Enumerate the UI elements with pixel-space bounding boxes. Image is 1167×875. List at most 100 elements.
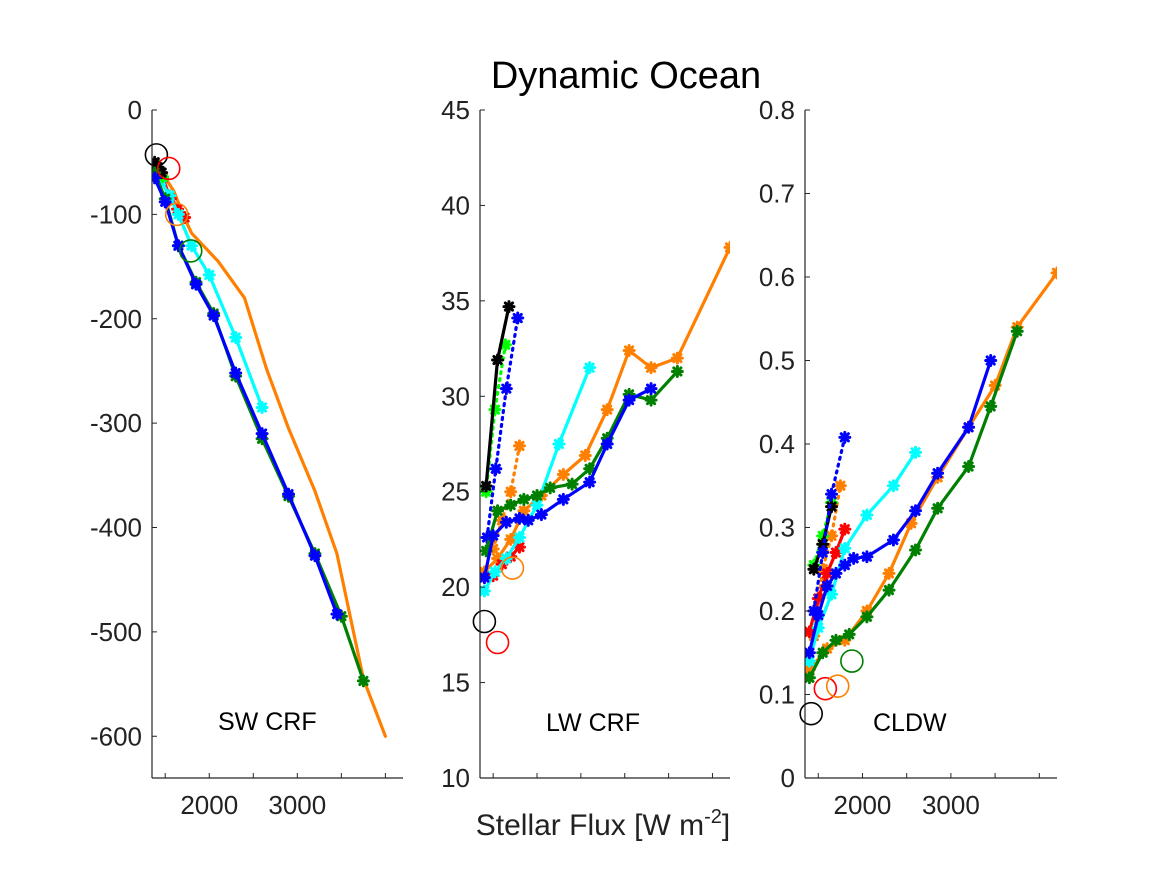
cldw-point-darkgreen-3	[842, 627, 856, 641]
cldw-point-red-2	[820, 566, 834, 580]
lw-point-darkgreen-11	[670, 364, 684, 378]
sw-point-red-4	[178, 211, 192, 225]
lw-y-tick-label-5: 35	[441, 286, 470, 316]
cldw-panel: 0 0.1 0.2 0.3 0.4 0.5 0.6 0.7 0.8 2000 3000 CLDW	[759, 95, 1057, 820]
cldw-series-darkgreen	[807, 329, 1019, 680]
lw-point-blue-5	[534, 508, 548, 522]
lw-point-black-0	[480, 479, 493, 493]
sw-point-blue-1	[158, 195, 172, 209]
lw-point-orange-11	[723, 240, 730, 254]
lw-point-cyan-4	[530, 498, 544, 512]
sw-crf-data	[144, 143, 387, 738]
lw-point-black-1	[491, 353, 505, 367]
lw-point-black-2	[502, 300, 516, 314]
cldw-y-tick-label-6: 0.6	[759, 262, 795, 292]
sw-point-blue-8	[308, 549, 322, 563]
lw-point-orange_dotted-0	[486, 542, 500, 556]
lw-y-tick-label-7: 45	[441, 95, 470, 125]
cldw-point-orange-10	[1050, 266, 1057, 280]
cldw-data	[799, 266, 1057, 726]
sw-circle-marker-0	[144, 143, 169, 167]
sw-point-black-0	[152, 155, 162, 169]
lw-point-darkgreen-7	[583, 462, 597, 476]
x-axis-label: Stellar Flux [W m-2]	[476, 806, 731, 842]
cldw-axes: 0 0.1 0.2 0.3 0.4 0.5 0.6 0.7 0.8 2000 3000	[759, 95, 1057, 820]
sw-point-blue-6	[255, 427, 269, 441]
sw-point-cyan-6	[229, 331, 243, 345]
cldw-series-blue_dotted	[812, 435, 847, 613]
lw-point-blue-4	[521, 513, 535, 527]
lw-y-tick-label-6: 40	[441, 190, 470, 220]
sw-crf-panel: 0 -100 -200 -300 -400 -500 -600 2000 3000 SW CRF	[90, 95, 403, 820]
cldw-point-blue-2	[820, 579, 834, 593]
lw-crf-data	[472, 240, 730, 655]
lw-circle-marker-2	[500, 556, 525, 580]
lw-point-orange-9	[644, 361, 658, 375]
sw-x-tick-label-1: 3000	[268, 790, 326, 820]
x-axis-label-exponent: -2	[704, 806, 722, 828]
lw-point-lime_dotted-2	[498, 338, 512, 352]
sw-y-tick-label-1: -100	[90, 199, 142, 229]
lw-point-darkgreen-6	[565, 477, 579, 491]
sw-point-cyan-7	[255, 400, 269, 414]
sw-y-tick-label-3: -300	[90, 408, 142, 438]
lw-series-blue_dotted	[485, 316, 520, 540]
lw-point-orange-8	[622, 343, 636, 357]
sw-y-tick-label-6: -600	[90, 721, 142, 751]
sw-point-darkgreen-10	[356, 674, 370, 688]
cldw-point-darkgreen-9	[984, 399, 998, 413]
lw-y-tick-label-3: 25	[441, 477, 470, 507]
lw-point-blue-0	[480, 571, 491, 585]
cldw-point-blue_dotted-3	[838, 430, 852, 444]
lw-point-blue-6	[556, 492, 570, 506]
sw-point-cyan-5	[202, 268, 216, 282]
lw-crf-panel-label: LW CRF	[546, 709, 640, 737]
cldw-point-blue-7	[886, 533, 900, 547]
cldw-point-blue-10	[962, 420, 976, 434]
lw-point-darkgreen-1	[491, 504, 505, 518]
cldw-point-blue_dotted-1	[816, 546, 830, 560]
cldw-point-darkgreen-8	[962, 460, 976, 474]
cldw-point-orange-8	[988, 379, 1002, 393]
lw-point-orange-6	[578, 448, 592, 462]
cldw-point-orange_dotted-3	[833, 479, 847, 493]
cldw-point-darkgreen-1	[816, 646, 830, 660]
sw-point-cyan-3	[171, 207, 185, 221]
cldw-point-blue-9	[931, 466, 945, 480]
lw-y-tick-label-1: 15	[441, 668, 470, 698]
lw-point-blue_dotted-3	[511, 311, 525, 325]
sw-point-black-2	[155, 166, 169, 180]
sw-crf-panel-label: SW CRF	[218, 708, 317, 736]
cldw-x-tick-label-1: 3000	[922, 790, 980, 820]
lw-point-cyan-6	[583, 361, 597, 375]
cldw-y-tick-label-8: 0.8	[759, 95, 795, 125]
cldw-point-cyan-1	[811, 621, 825, 635]
lw-point-orange_dotted-3	[512, 439, 526, 453]
lw-y-tick-label-2: 20	[441, 572, 470, 602]
lw-point-cyan-1	[488, 565, 502, 579]
cldw-y-tick-label-1: 0.1	[759, 680, 795, 710]
cldw-point-darkgreen-6	[909, 543, 923, 557]
cldw-point-darkgreen-10	[1010, 324, 1024, 338]
cldw-point-darkgreen-7	[931, 501, 945, 515]
cldw-point-blue-11	[984, 354, 998, 367]
cldw-point-cyan-6	[909, 445, 923, 459]
cldw-point-red-1	[811, 591, 825, 605]
cldw-point-cyan-0	[805, 654, 816, 668]
lw-point-orange_dotted-1	[495, 513, 509, 527]
x-axis-label-main: Stellar Flux [W m	[476, 809, 704, 842]
cldw-point-orange_dotted-2	[825, 529, 839, 543]
cldw-point-darkgreen-5	[882, 583, 896, 597]
cldw-point-cyan-2	[825, 587, 839, 601]
sw-point-cyan-1	[154, 174, 168, 188]
cldw-point-blue_dotted-2	[825, 487, 839, 501]
lw-circle-marker-1	[485, 630, 510, 655]
cldw-point-darkgreen-0	[805, 671, 816, 685]
cldw-point-blue-4	[838, 558, 852, 572]
sw-point-blue-0	[152, 171, 162, 185]
sw-x-tick-label-0: 2000	[180, 790, 238, 820]
lw-point-cyan-5	[552, 437, 566, 451]
sw-point-blue-4	[207, 309, 221, 323]
lw-point-orange-5	[556, 468, 570, 482]
